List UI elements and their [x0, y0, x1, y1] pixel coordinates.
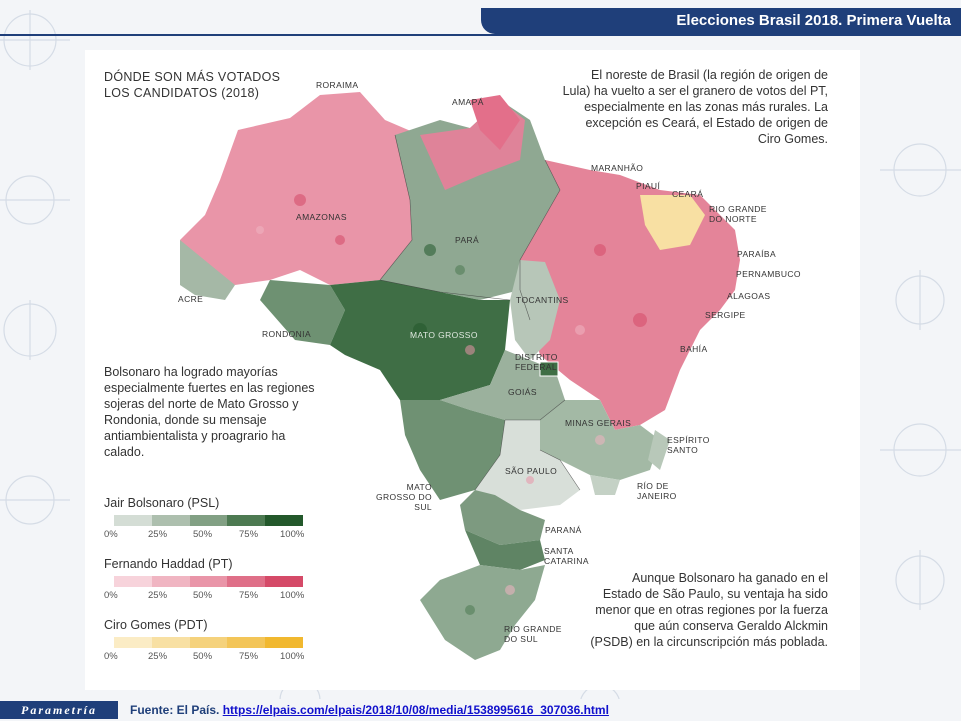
region-rio-grande-sul — [420, 565, 545, 660]
region-amazonas — [180, 92, 420, 285]
region-rio — [590, 475, 620, 495]
region-amapa — [470, 95, 520, 150]
legend-color-bar — [114, 515, 303, 526]
brand-logo: Parametría — [0, 701, 118, 719]
label-sao-paulo: SÃO PAULO — [505, 466, 558, 476]
legend-swatch — [227, 576, 266, 587]
region-parana — [460, 490, 545, 545]
page-title: Elecciones Brasil 2018. Primera Vuelta — [481, 8, 961, 34]
label-espirito-santo: ESPÍRITO SANTO — [667, 435, 710, 455]
map-heading: DÓNDE SON MÁS VOTADOS LOS CANDIDATOS (20… — [104, 70, 281, 100]
legend-tick: 50% — [193, 529, 213, 540]
legend-gomes: Ciro Gomes (PDT) 0% 25% 50% 75% 100% — [104, 618, 314, 663]
legend-tick: 75% — [239, 590, 259, 601]
legend-tick: 25% — [148, 529, 168, 540]
annotation-mato-grosso: Bolsonaro ha logrado mayorías especialme… — [104, 365, 315, 459]
footer — [0, 699, 961, 721]
region-mato-grosso-sul — [400, 400, 505, 500]
label-sergipe: SERGIPE — [705, 310, 746, 320]
label-mato-grosso: MATO GROSSO — [410, 330, 478, 340]
legend-swatch — [265, 637, 303, 648]
label-pernambuco: PERNAMBUCO — [736, 269, 801, 279]
source-label: Fuente: El País. — [130, 703, 220, 717]
source-citation: Fuente: El País. https://elpais.com/elpa… — [130, 703, 609, 717]
annotation-northeast: El noreste de Brasil (la región de orige… — [562, 68, 828, 146]
legend-tick: 100% — [280, 590, 305, 601]
label-amazonas: AMAZONAS — [296, 212, 347, 222]
label-distrito-federal: DISTRITO FEDERAL — [515, 352, 558, 372]
legend-swatch — [189, 637, 228, 648]
label-amapa: AMAPÁ — [452, 97, 484, 107]
legend-tick: 0% — [104, 529, 118, 540]
label-alagoas: ALAGOAS — [727, 291, 771, 301]
legend-title: Ciro Gomes (PDT) — [104, 618, 208, 632]
label-minas-gerais: MINAS GERAIS — [565, 418, 632, 428]
legend-swatch — [114, 637, 152, 648]
legend-swatch — [227, 515, 266, 526]
label-paraiba: PARAÍBA — [737, 249, 777, 259]
legend-swatch — [151, 515, 190, 526]
label-roraima: RORAIMA — [316, 80, 359, 90]
legend-swatch — [151, 576, 190, 587]
label-santa-catarina: SANTA CATARINA — [544, 546, 589, 566]
legend-haddad: Fernando Haddad (PT) 0% 25% 50% 75% 100% — [104, 557, 314, 602]
legend-ticks: 0% 25% 50% 75% 100% — [104, 651, 314, 663]
legend-tick: 75% — [239, 651, 259, 662]
legend-tick: 25% — [148, 590, 168, 601]
region-distrito-federal — [539, 361, 559, 377]
legend-tick: 75% — [239, 529, 259, 540]
region-espirito-santo — [648, 430, 670, 470]
label-rondonia: RONDONIA — [262, 329, 312, 339]
region-santa-catarina — [465, 530, 545, 570]
legend-swatch — [151, 637, 190, 648]
legend-title: Fernando Haddad (PT) — [104, 557, 233, 571]
legend-swatch — [227, 637, 266, 648]
label-para: PARÁ — [455, 235, 480, 245]
label-rio-grande-do-sul: RIO GRANDE DO SUL — [504, 624, 562, 644]
label-goias: GOIÁS — [508, 387, 537, 397]
region-rondonia — [260, 280, 345, 345]
legend-title: Jair Bolsonaro (PSL) — [104, 496, 220, 510]
region-goias — [440, 350, 565, 420]
label-rio-grande-do-norte: RIO GRANDE DO NORTE — [709, 204, 767, 224]
label-acre: ACRE — [178, 294, 204, 304]
legend-swatch — [114, 576, 152, 587]
legend-ticks: 0% 25% 50% 75% 100% — [104, 590, 314, 602]
label-bahia: BAHÍA — [680, 344, 708, 354]
title-rule — [0, 34, 961, 36]
region-tocantins — [510, 260, 560, 360]
legend-tick: 100% — [280, 651, 305, 662]
region-mato-grosso — [330, 280, 510, 400]
label-rio-de-janeiro: RÍO DE JANEIRO — [637, 481, 677, 501]
legend-color-bar — [114, 576, 303, 587]
legend-tick: 50% — [193, 590, 213, 601]
legend-ticks: 0% 25% 50% 75% 100% — [104, 529, 314, 541]
legend-color-bar — [114, 637, 303, 648]
source-link[interactable]: https://elpais.com/elpais/2018/10/08/med… — [222, 703, 609, 717]
legend-tick: 0% — [104, 590, 118, 601]
legend-swatch — [189, 515, 228, 526]
label-piaui: PIAUÍ — [636, 181, 661, 191]
label-parana: PARANÁ — [545, 525, 582, 535]
label-tocantins: TOCANTINS — [516, 295, 569, 305]
legend-swatch — [265, 576, 303, 587]
region-sao-paulo — [475, 420, 580, 510]
legend-swatch — [265, 515, 303, 526]
label-ceara: CEARÁ — [672, 189, 704, 199]
legend-swatch — [189, 576, 228, 587]
legend-tick: 25% — [148, 651, 168, 662]
legend-bolsonaro: Jair Bolsonaro (PSL) 0% 25% 50% 75% 100% — [104, 496, 314, 541]
label-maranhao: MARANHÃO — [591, 163, 644, 173]
legend-tick: 100% — [280, 529, 305, 540]
label-mato-grosso-do-sul: MATO GROSSO DO SUL — [375, 482, 432, 512]
legend-tick: 50% — [193, 651, 213, 662]
annotation-sao-paulo: Aunque Bolsonaro ha ganado en el Estado … — [590, 571, 828, 649]
region-ceara — [640, 195, 705, 250]
legend-tick: 0% — [104, 651, 118, 662]
region-acre — [180, 240, 235, 300]
legend-swatch — [114, 515, 152, 526]
